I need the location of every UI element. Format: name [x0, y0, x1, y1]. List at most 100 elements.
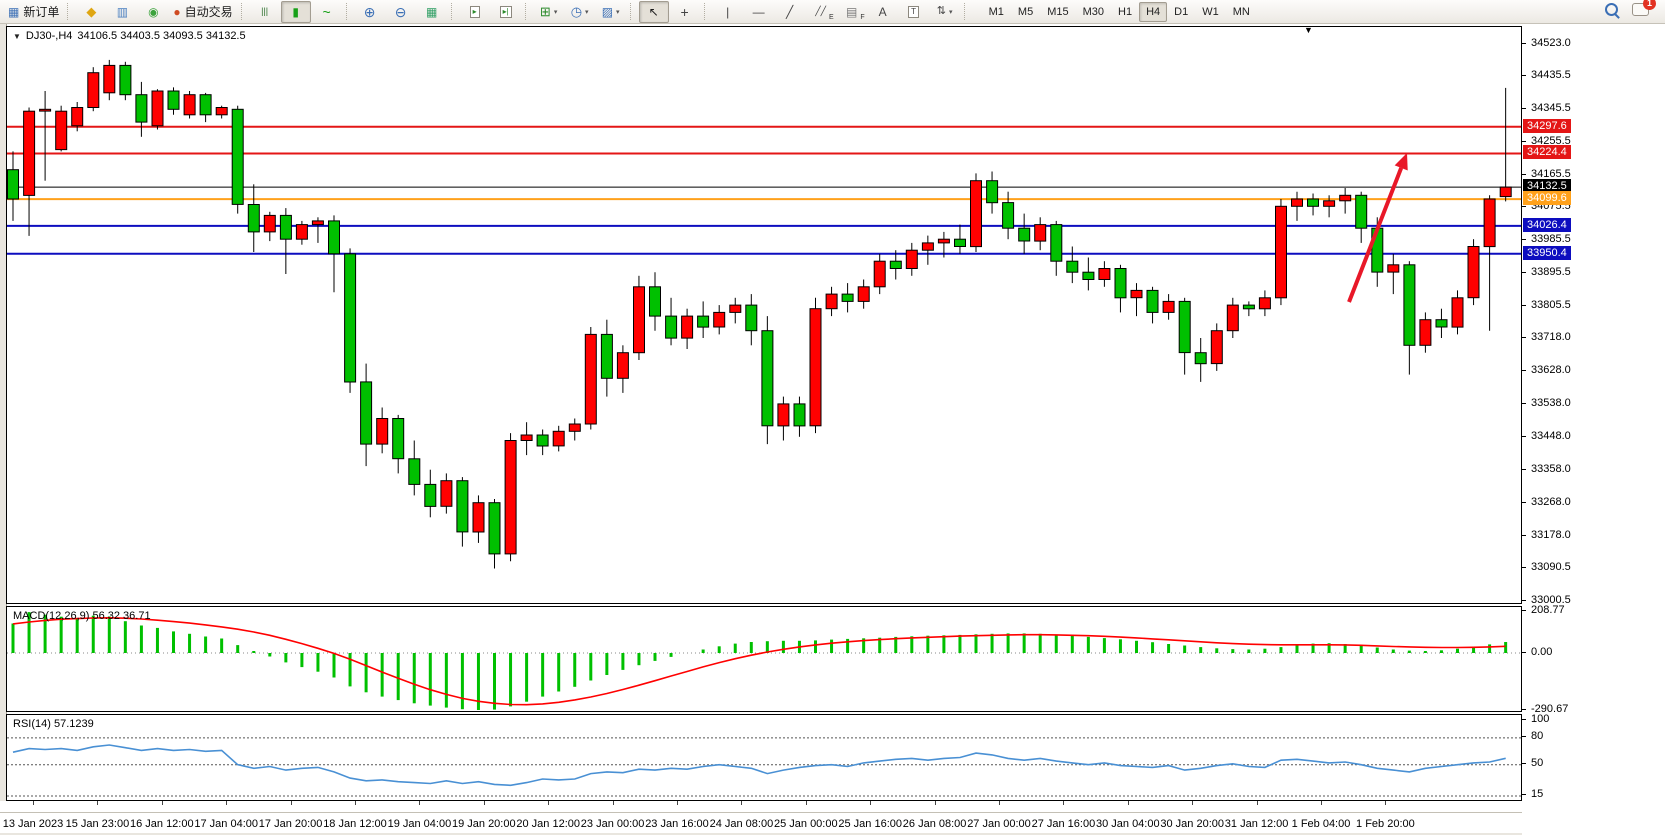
- tile-windows-button[interactable]: ▦: [417, 1, 447, 23]
- price-level-badge: 34132.5: [1523, 179, 1571, 194]
- toolbar-separator: [703, 3, 709, 20]
- market-watch-button[interactable]: ◆: [76, 1, 106, 23]
- macd-canvas[interactable]: [7, 607, 1521, 711]
- signals-button[interactable]: ◉: [138, 1, 168, 23]
- candle-body: [231, 108, 244, 205]
- date-tick: [677, 801, 678, 805]
- dropdown-arrow-icon[interactable]: ▾: [616, 8, 620, 16]
- toolbar-separator: [345, 3, 351, 20]
- candle-body: [87, 72, 100, 108]
- channel-button[interactable]: ╱╱ E: [806, 1, 836, 23]
- candle-body: [1242, 304, 1255, 310]
- timeframe-mn[interactable]: MN: [1232, 5, 1250, 18]
- fibonacci-icon: ▤: [845, 4, 858, 19]
- date-label: 19 Jan 04:00: [387, 818, 452, 830]
- price-chart-canvas[interactable]: [7, 27, 1521, 603]
- candle-body: [681, 315, 694, 339]
- text-button[interactable]: A: [868, 1, 898, 23]
- chart-symbol-period: DJ30-,H4: [25, 30, 73, 42]
- auto-scroll-button[interactable]: ▸: [460, 1, 490, 23]
- price-chart-panel[interactable]: ▼ DJ30-,H4 34106.5 34403.5 34093.5 34132…: [6, 26, 1522, 604]
- date-label: 19 Jan 20:00: [451, 818, 516, 830]
- candles-chart-button[interactable]: ▮: [280, 0, 311, 23]
- macd-tick-label: -290.67: [1522, 703, 1665, 716]
- rsi-canvas[interactable]: [7, 715, 1521, 800]
- timeframe-m5[interactable]: M5: [1017, 5, 1034, 18]
- chart-shift-marker-icon: ▼: [1304, 25, 1313, 35]
- new-order-button[interactable]: ▦ 新订单: [4, 1, 63, 23]
- new-chart-button[interactable]: ⊞ ▾: [534, 1, 564, 23]
- panel-divider[interactable]: [0, 711, 1665, 714]
- candle-body: [986, 180, 999, 204]
- trendline-button[interactable]: ╱: [775, 1, 805, 23]
- zoom-out-button[interactable]: ⊖: [386, 1, 416, 23]
- data-window-icon: ▥: [116, 4, 129, 19]
- date-tick: [226, 801, 228, 805]
- timeframe-d1[interactable]: D1: [1174, 5, 1189, 18]
- date-tick: [1321, 801, 1322, 805]
- macd-tick-label: 0.00: [1522, 646, 1665, 659]
- candle-body: [183, 94, 196, 116]
- rsi-tick-label: 80: [1522, 730, 1665, 743]
- candle-body: [1002, 202, 1015, 229]
- rsi-indicator-panel[interactable]: RSI(14) 57.1239: [6, 714, 1522, 801]
- timeframe-w1[interactable]: W1: [1202, 5, 1219, 18]
- date-label: 17 Jan 04:00: [194, 818, 258, 830]
- timeframe-m15[interactable]: M15: [1047, 5, 1069, 18]
- arrows-icon: ⇅: [936, 5, 946, 17]
- cursor-button[interactable]: ↖: [638, 0, 669, 23]
- candle-body: [167, 90, 180, 110]
- templates-button[interactable]: ▨ ▾: [596, 1, 626, 23]
- macd-tick-label: 208.77: [1522, 604, 1665, 617]
- price-axis[interactable]: 34523.0 34435.5 34345.5 34255.5 34165.5 34075…: [1522, 0, 1665, 835]
- trend-arrow-head-icon[interactable]: [1394, 153, 1408, 171]
- line-chart-button[interactable]: ~: [312, 1, 342, 23]
- timeframe-m1[interactable]: M1: [988, 5, 1004, 18]
- date-axis[interactable]: 13 Jan 2023 15 Jan 23:00 16 Jan 12:00 17 Ja…: [0, 801, 1665, 833]
- panel-divider[interactable]: [0, 603, 1665, 606]
- timeframe-m30[interactable]: M30: [1082, 5, 1104, 18]
- candle-body: [889, 260, 902, 269]
- hline-button[interactable]: —: [744, 1, 774, 23]
- macd-indicator-panel[interactable]: MACD(12,26,9) 56.32 36.71: [6, 606, 1522, 712]
- date-tick: [1192, 801, 1194, 805]
- chart-shift-button[interactable]: ▸|: [491, 1, 521, 23]
- bars-chart-button[interactable]: |||: [250, 1, 280, 23]
- dropdown-arrow-icon[interactable]: ▾: [948, 8, 953, 16]
- crosshair-button[interactable]: +: [670, 1, 700, 23]
- chart-title[interactable]: ▼ DJ30-,H4 34106.5 34403.5 34093.5 34132…: [13, 30, 246, 42]
- candle-body: [1194, 352, 1207, 365]
- vertical-line-icon: |: [726, 4, 730, 19]
- search-button[interactable]: [1605, 2, 1618, 21]
- candle-body: [1018, 227, 1031, 242]
- timeframe-h1[interactable]: H1: [1118, 5, 1133, 18]
- date-label: 15 Jan 23:00: [65, 818, 130, 830]
- periods-button[interactable]: ◷ ▾: [565, 1, 595, 23]
- autotrade-button[interactable]: ● 自动交易: [169, 1, 236, 23]
- candle-body: [1355, 194, 1368, 229]
- price-tick-label: 33985.5: [1522, 233, 1665, 246]
- dropdown-arrow-icon[interactable]: ▾: [553, 8, 558, 16]
- timeframe-h4[interactable]: H4: [1139, 1, 1168, 22]
- fibonacci-button[interactable]: ▤ F: [837, 1, 867, 23]
- toolbar-separator: [450, 3, 456, 20]
- date-tick: [1256, 801, 1258, 805]
- price-level-badge: 34099.6: [1523, 191, 1571, 206]
- date-label: 27 Jan 16:00: [1031, 818, 1096, 830]
- trend-arrow-line[interactable]: [1347, 167, 1404, 303]
- chat-button[interactable]: 1: [1632, 0, 1656, 21]
- date-label: 27 Jan 00:00: [967, 818, 1031, 830]
- text-label-button[interactable]: T: [899, 1, 929, 23]
- date-tick: [97, 801, 99, 805]
- vline-button[interactable]: |: [713, 1, 743, 23]
- date-label: 16 Jan 12:00: [129, 818, 194, 830]
- line-chart-icon: ~: [322, 3, 331, 20]
- date-label: 20 Jan 12:00: [516, 818, 580, 830]
- candle-body: [424, 483, 437, 507]
- dropdown-arrow-icon[interactable]: ▾: [585, 8, 589, 16]
- zoom-in-button[interactable]: ⊕: [355, 1, 385, 23]
- arrows-button[interactable]: ⇅ ▾: [930, 1, 960, 23]
- chart-expand-icon[interactable]: ▼: [13, 31, 21, 41]
- equidistant-channel-icon-letter: E: [828, 13, 834, 21]
- data-window-button[interactable]: ▥: [107, 1, 137, 23]
